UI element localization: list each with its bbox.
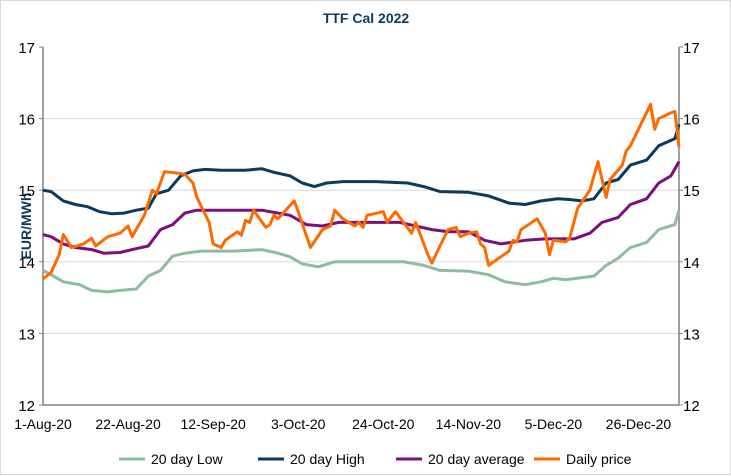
x-tick-label: 24-Oct-20	[352, 416, 414, 432]
chart-title: TTF Cal 2022	[323, 10, 410, 26]
y-tick-label-right: 15	[683, 183, 700, 200]
y-tick-label-left: 17	[18, 40, 35, 57]
y-axis-label: EUR/MWh	[18, 193, 34, 260]
legend-label: 20 day average	[428, 451, 525, 467]
series-line-20-day-average	[42, 160, 681, 255]
legend-item: 20 day High	[258, 451, 365, 467]
y-tick-label-right: 13	[683, 326, 700, 343]
x-tick-label: 1-Aug-20	[14, 416, 72, 432]
y-tick-label-right: 14	[683, 255, 700, 272]
series-line-20-day-low	[42, 209, 681, 294]
y-tick-label-left: 12	[18, 398, 35, 415]
legend-label: Daily price	[566, 451, 632, 467]
y-tick-label-left: 13	[18, 326, 35, 343]
x-tick-label: 26-Dec-20	[606, 416, 672, 432]
y-tick-label-left: 15	[18, 183, 35, 200]
x-tick-label: 22-Aug-20	[95, 416, 161, 432]
y-tick-label-right: 16	[683, 112, 700, 129]
legend-label: 20 day High	[290, 451, 365, 467]
y-tick-label-left: 16	[18, 112, 35, 129]
y-tick-label-right: 17	[683, 40, 700, 57]
y-tick-label-left: 14	[18, 255, 35, 272]
x-tick-label: 14-Nov-20	[436, 416, 502, 432]
series-line-daily-price	[42, 102, 681, 281]
x-tick-label: 3-Oct-20	[271, 416, 326, 432]
x-tick-label: 12-Sep-20	[180, 416, 246, 432]
legend-item: Daily price	[534, 451, 632, 467]
x-tick-label: 5-Dec-20	[525, 416, 583, 432]
legend-item: 20 day Low	[119, 451, 223, 467]
y-tick-label-right: 12	[683, 398, 700, 415]
legend-label: 20 day Low	[151, 451, 223, 467]
series-line-20-day-high	[42, 123, 681, 216]
legend-item: 20 day average	[396, 451, 525, 467]
